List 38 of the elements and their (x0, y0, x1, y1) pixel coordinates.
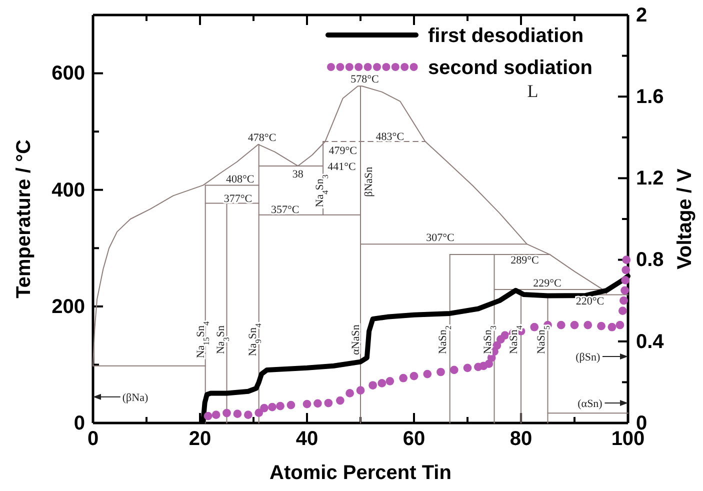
legend-label: first desodiation (428, 25, 584, 47)
annotation: 377°C (224, 193, 252, 206)
y2-tick-label: 0.4 (636, 330, 665, 353)
annotation: 229°C (533, 278, 562, 290)
annotation: 408°C (226, 174, 254, 186)
annotation: (αSn) (578, 398, 603, 410)
y2-axis-title: Voltage / V (674, 168, 696, 270)
x-tick-label: 0 (87, 428, 99, 450)
y2-tick-label: 0.8 (636, 249, 664, 272)
annotation: 478°C (248, 132, 276, 144)
y2-tick-label: 1.2 (636, 168, 664, 190)
annotation: 307°C (426, 232, 454, 244)
x-tick-label: 60 (402, 428, 426, 450)
annotation: 578°C (350, 74, 379, 86)
annotation: 220°C (576, 296, 604, 308)
annotation: 38 (292, 168, 304, 181)
y2-tick-label: 2 (636, 4, 648, 26)
legend-label: second sodiation (428, 57, 592, 79)
annotation: 441°C (328, 160, 356, 173)
y-tick-label: 200 (52, 296, 85, 318)
annotation: αNaSn (350, 324, 362, 355)
annotation: βNaSn (362, 166, 375, 197)
x-tick-label: 20 (188, 428, 212, 450)
y-tick-label: 0 (74, 412, 85, 434)
annotation: 357°C (270, 204, 300, 216)
annotation: 289°C (510, 254, 539, 266)
annotation: 479°C (328, 145, 357, 158)
annotation: 483°C (376, 130, 404, 143)
annotation: L (527, 80, 538, 101)
x-tick-label: 40 (296, 428, 318, 450)
y-tick-label: 600 (52, 62, 85, 85)
y-axis-title: Temperature / °C (13, 140, 35, 298)
x-axis-title: Atomic Percent Tin (270, 462, 452, 484)
annotation: (βSn) (576, 351, 600, 364)
x-tick-label: 80 (510, 428, 532, 450)
y2-tick-label: 1.6 (636, 86, 664, 108)
annotation: (βNa) (122, 392, 148, 404)
y-tick-label: 400 (52, 179, 85, 202)
